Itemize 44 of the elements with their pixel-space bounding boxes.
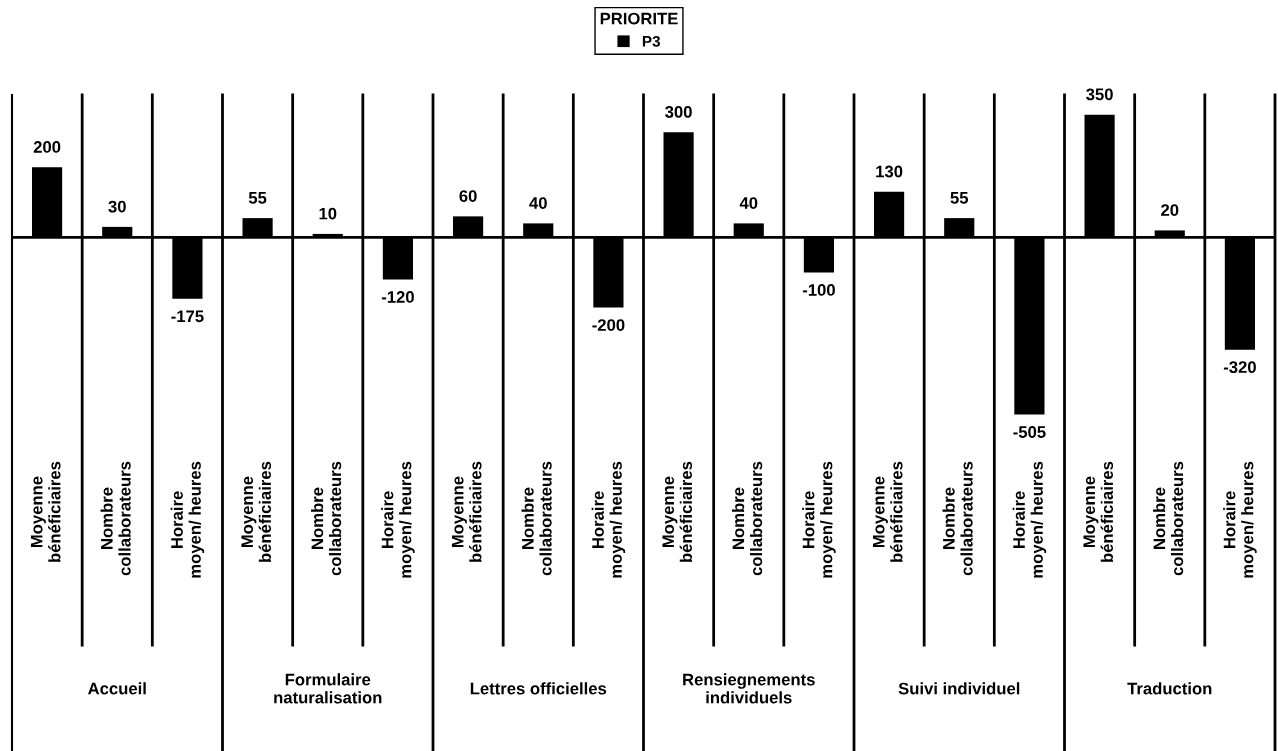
data-label: -120 (381, 291, 414, 303)
data-label: -100 (802, 284, 835, 296)
x-tick-label: Horaire moyen/ heures (170, 461, 205, 578)
data-label: 20 (1161, 204, 1179, 216)
text: Accueil (88, 682, 146, 695)
x-tick-label: Nombre collaborateurs (942, 461, 973, 576)
x-tick-label: Nombre collaborateurs (100, 461, 131, 576)
data-label: -200 (592, 319, 625, 331)
text: Traduction (1127, 682, 1212, 695)
data-label: -175 (171, 310, 204, 323)
text: Formulaire naturalisation (274, 673, 382, 704)
x-tick-label: Moyenne bénéficiaires (241, 461, 272, 562)
text: Rensiegnements individuels (683, 673, 815, 704)
x-tick-label: Moyenne bénéficiaires (30, 461, 61, 562)
data-label: 40 (529, 197, 547, 209)
data-label: 60 (459, 190, 477, 202)
x-tick-label: Nombre collaborateurs (521, 461, 552, 576)
text: Suivi individuel (898, 682, 1020, 695)
data-label: 200 (33, 141, 61, 153)
legend-label: P3 (642, 35, 661, 47)
x-tick-label: Nombre collaborateurs (1153, 461, 1184, 576)
data-label: -505 (1013, 426, 1046, 438)
data-label: 130 (876, 165, 903, 178)
data-label: 30 (108, 200, 126, 213)
x-tick-label: Horaire moyen/ heures (1012, 461, 1047, 578)
x-tick-label: Moyenne bénéficiaires (1083, 461, 1114, 562)
x-tick-label: Moyenne bénéficiaires (872, 461, 903, 562)
data-label: 300 (665, 105, 692, 118)
x-tick-label: Horaire moyen/ heures (1223, 461, 1257, 578)
x-tick-label: Horaire moyen/ heures (381, 461, 415, 578)
x-tick-label: Horaire moyen/ heures (802, 461, 836, 578)
data-label: -320 (1223, 361, 1256, 374)
text: Lettres officielles (470, 682, 607, 695)
x-tick-label: Nombre collaborateurs (732, 461, 763, 576)
x-tick-label: Moyenne bénéficiaires (662, 461, 693, 562)
data-label: 55 (248, 192, 267, 204)
legend-title: PRIORITE (600, 12, 678, 25)
x-tick-label: Nombre collaborateurs (311, 461, 342, 576)
x-tick-label: Moyenne bénéficiaires (451, 461, 482, 562)
x-tick-label: Horaire moyen/ heures (591, 461, 626, 578)
data-label: 55 (950, 192, 969, 204)
data-label: 10 (319, 207, 337, 220)
data-label: 40 (739, 197, 758, 209)
data-label: 350 (1086, 88, 1113, 101)
